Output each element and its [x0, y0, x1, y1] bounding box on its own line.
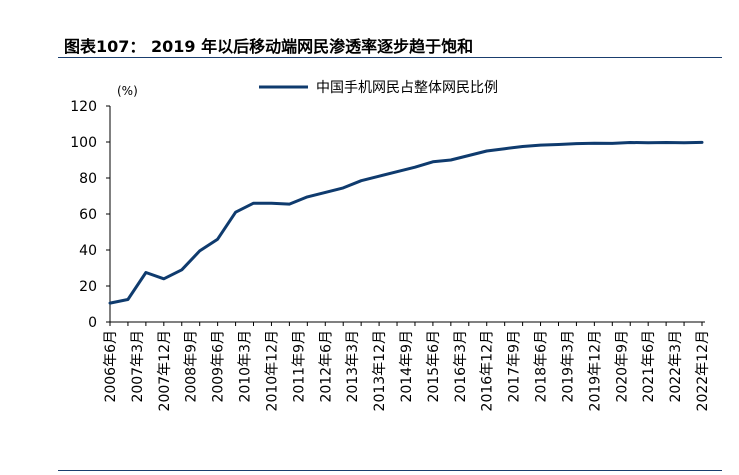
y-tick-label: 80	[79, 171, 97, 187]
data-point	[432, 161, 434, 163]
data-point	[503, 147, 506, 150]
data-point	[252, 202, 255, 204]
data-point	[270, 202, 273, 204]
y-tick-label: 100	[70, 135, 97, 151]
data-point	[575, 142, 578, 145]
data-point	[234, 211, 237, 213]
data-point	[306, 196, 309, 198]
x-tick-label: 2015年6月	[426, 330, 442, 403]
x-tick-label: 2009年6月	[211, 330, 227, 403]
x-tick-label: 2008年9月	[184, 330, 200, 403]
y-tick-label: 20	[79, 279, 97, 295]
y-tick-label: 60	[79, 207, 97, 223]
series-line	[108, 140, 704, 305]
x-tick-label: 2006年6月	[103, 330, 119, 403]
data-point	[324, 191, 327, 194]
x-tick-label: 2022年3月	[668, 330, 684, 403]
x-tick-label: 2011年9月	[291, 330, 307, 403]
data-point	[198, 250, 201, 252]
data-point	[629, 141, 632, 144]
data-point	[539, 144, 542, 146]
x-tick-label: 2016年3月	[453, 330, 469, 403]
title-divider	[58, 57, 722, 58]
data-point	[683, 141, 685, 144]
x-tick-label: 2018年6月	[534, 330, 550, 403]
legend-label: 中国手机网民占整体网民比例	[316, 80, 498, 96]
x-tick-label: 2020年9月	[614, 330, 630, 403]
data-point	[414, 166, 416, 168]
y-tick-label: 40	[79, 243, 97, 259]
data-point	[396, 170, 398, 173]
data-point	[109, 302, 111, 304]
x-tick-label: 2013年3月	[345, 330, 361, 403]
data-point	[521, 145, 524, 148]
data-point	[360, 179, 362, 182]
data-point	[557, 143, 560, 146]
x-tick-label: 2016年12月	[480, 330, 496, 411]
data-point	[701, 141, 703, 144]
data-point	[145, 271, 147, 274]
y-tick-label: 0	[88, 315, 97, 331]
y-axis-unit-label: (%)	[117, 84, 138, 98]
data-point	[450, 159, 452, 161]
data-point	[342, 187, 345, 189]
data-point	[180, 269, 183, 271]
x-tick-label: 2022年12月	[695, 330, 711, 411]
x-tick-label: 2019年3月	[560, 330, 576, 403]
data-point	[216, 238, 219, 240]
x-tick-label: 2014年9月	[399, 330, 415, 403]
x-tick-label: 2012年6月	[318, 330, 334, 403]
x-tick-label: 2010年12月	[264, 330, 280, 411]
x-tick-label: 2010年3月	[238, 330, 254, 403]
data-point	[378, 175, 380, 177]
data-point	[163, 278, 165, 280]
data-point	[593, 142, 596, 145]
bottom-divider	[58, 470, 722, 471]
x-tick-label: 2017年9月	[507, 330, 523, 403]
x-tick-label: 2013年12月	[372, 330, 388, 411]
data-point	[485, 150, 488, 152]
data-point	[288, 203, 291, 205]
x-tick-label: 2007年3月	[130, 330, 146, 403]
x-tick-label: 2019年12月	[587, 330, 603, 411]
data-point	[127, 298, 129, 301]
chart-title: 图表107： 2019 年以后移动端网民渗透率逐步趋于饱和	[64, 37, 474, 56]
data-point	[467, 154, 470, 157]
y-tick-label: 120	[70, 99, 97, 115]
x-tick-label: 2021年6月	[641, 330, 657, 403]
data-point	[665, 141, 667, 144]
data-point	[611, 142, 614, 145]
x-tick-label: 2007年12月	[157, 330, 173, 411]
data-point	[647, 141, 649, 144]
